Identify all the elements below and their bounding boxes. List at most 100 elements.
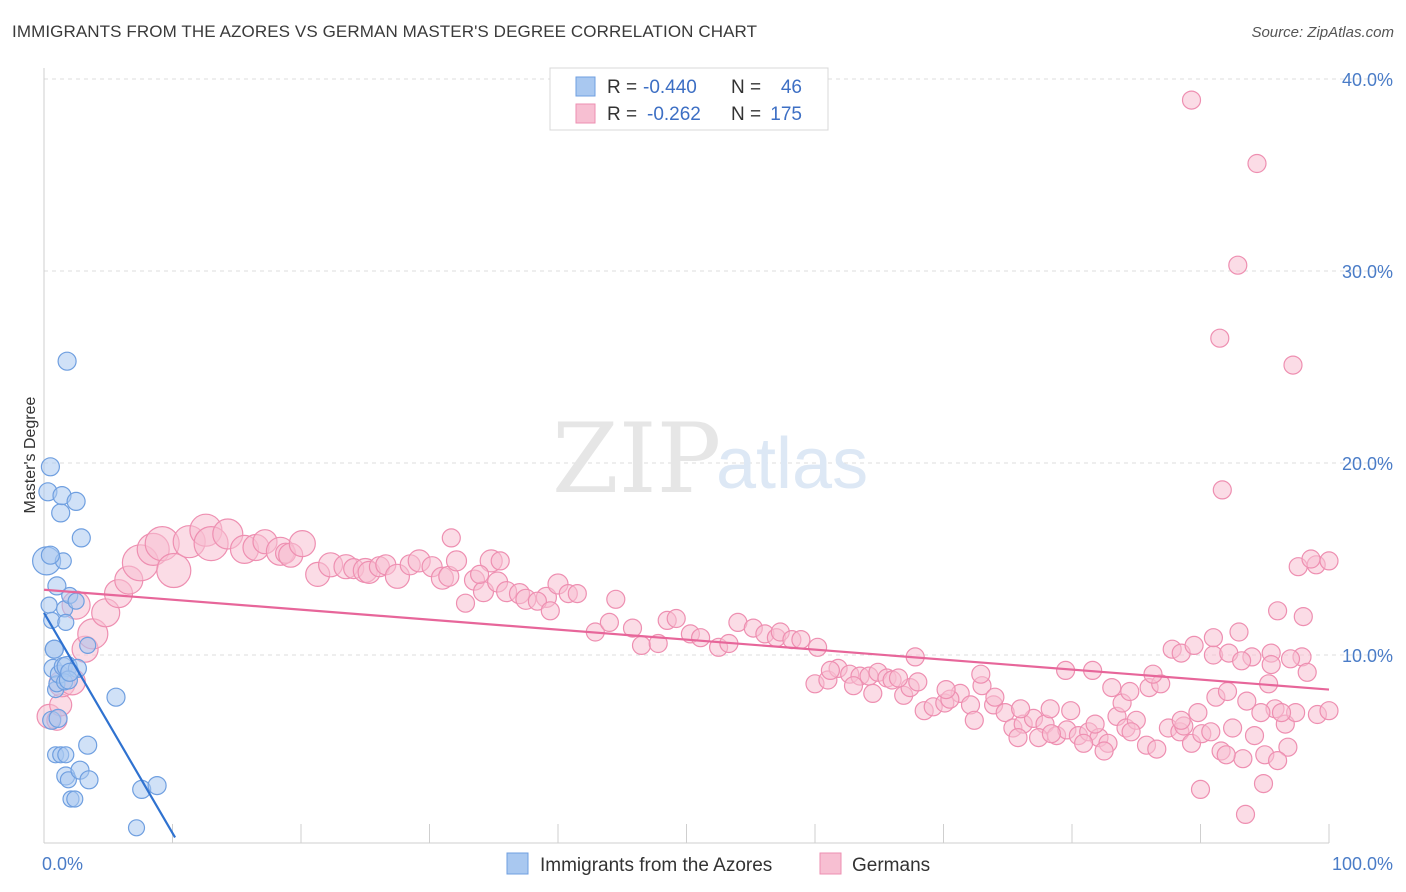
germans-point-133 — [1008, 727, 1028, 748]
azores-point-6 — [44, 639, 64, 659]
tick-layer: 10.0% 20.0% 30.0% 40.0% 0.0% 100.0% — [42, 70, 1393, 874]
azores-point-26 — [57, 351, 77, 371]
azores-point-38 — [78, 735, 98, 755]
germans-point-164 — [1143, 664, 1163, 684]
germans-point-186 — [1216, 745, 1236, 765]
germans-point-157 — [971, 664, 991, 684]
germans-point-125 — [820, 660, 841, 681]
legend-swatch-blue — [575, 76, 596, 97]
azores-point-2 — [40, 457, 61, 477]
germans-point-138 — [1085, 714, 1105, 734]
germans-point-52 — [455, 593, 476, 613]
azores-point-37 — [79, 770, 99, 790]
germans-point-135 — [1041, 724, 1062, 744]
azores-point-43 — [40, 545, 61, 565]
germans-point-167 — [1184, 635, 1204, 656]
germans-point-65 — [666, 608, 686, 629]
germans-point-153 — [1297, 662, 1317, 682]
y-axis-title: Master's Degree — [22, 396, 39, 513]
germans-point-194 — [1210, 328, 1230, 348]
azores-point-35 — [66, 790, 84, 808]
germans-point-137 — [1073, 733, 1094, 753]
germans-point-196 — [1212, 480, 1232, 500]
y-tick-label-3: 40.0% — [1342, 70, 1393, 90]
series-azores — [31, 351, 167, 837]
germans-point-181 — [1231, 651, 1252, 671]
germans-point-151 — [1278, 737, 1298, 757]
legend-n-value-pink: 175 — [770, 104, 802, 125]
x-tick-label-1: 100.0% — [1332, 854, 1393, 874]
germans-point-67 — [690, 628, 711, 648]
germans-point-127 — [863, 683, 883, 704]
germans-point-190 — [1267, 750, 1288, 771]
legend-r-value-pink: -0.262 — [647, 104, 701, 125]
azores-point-25 — [79, 636, 97, 655]
germans-point-189 — [1271, 702, 1292, 723]
germans-point-141 — [1121, 722, 1141, 742]
chart-source: Source: ZipAtlas.com — [1251, 24, 1394, 41]
azores-point-14 — [51, 503, 71, 523]
germans-point-62 — [631, 635, 652, 656]
y-tick-label-1: 20.0% — [1342, 454, 1393, 474]
germans-point-173 — [1267, 601, 1288, 621]
germans-point-60 — [606, 589, 626, 609]
germans-point-163 — [1120, 681, 1140, 702]
germans-point-156 — [936, 679, 956, 700]
germans-point-162 — [1102, 677, 1122, 698]
germans-point-192 — [1247, 153, 1267, 174]
legend-r-label-pink: R = — [607, 104, 637, 125]
germans-point-139 — [1094, 741, 1114, 761]
watermark-atlas: atlas — [716, 424, 868, 504]
legend-r-label-blue: R = — [607, 77, 637, 98]
germans-point-129 — [908, 672, 928, 692]
germans-point-147 — [1217, 681, 1238, 702]
germans-point-195 — [1283, 355, 1303, 375]
bottom-legend-swatch-germans — [819, 852, 842, 875]
azores-point-24 — [71, 528, 91, 548]
germans-point-120 — [1244, 725, 1265, 746]
germans-point-53 — [470, 564, 490, 585]
germans-point-40 — [445, 550, 468, 572]
germans-point-57 — [567, 583, 587, 604]
germans-point-128 — [888, 668, 909, 688]
watermark: ZIP atlas — [552, 403, 868, 515]
azores-point-23 — [66, 491, 86, 511]
germans-point-148 — [1237, 691, 1257, 711]
germans-point-132 — [985, 687, 1005, 707]
germans-point-158 — [1010, 699, 1031, 719]
germans-point-55 — [527, 591, 548, 611]
germans-point-180 — [1203, 628, 1224, 648]
bottom-legend: Immigrants from the Azores Germans — [506, 852, 930, 876]
germans-point-184 — [1171, 710, 1191, 730]
azores-point-21 — [67, 592, 85, 610]
germans-point-51 — [441, 528, 461, 548]
azores-point-42 — [127, 819, 146, 837]
germans-point-188 — [1253, 773, 1274, 794]
grid-layer — [44, 78, 1393, 656]
chart-title: IMMIGRANTS FROM THE AZORES VS GERMAN MAS… — [12, 22, 758, 41]
germans-point-193 — [1228, 255, 1248, 275]
germans-point-191 — [1181, 90, 1202, 110]
legend-n-label-blue: N = — [731, 77, 761, 98]
germans-point-159 — [1040, 699, 1060, 719]
azores-point-18 — [57, 613, 75, 632]
germans-point-111 — [1147, 739, 1167, 759]
germans-point-178 — [1319, 551, 1339, 571]
germans-point-145 — [1188, 702, 1208, 723]
germans-point-56 — [540, 601, 560, 621]
germans-point-175 — [1293, 606, 1313, 627]
trendline-azores — [43, 612, 177, 838]
germans-point-182 — [1261, 654, 1281, 675]
legend-r-value-blue: -0.440 — [643, 77, 697, 98]
azores-point-39 — [106, 687, 126, 707]
germans-point-183 — [1319, 701, 1339, 721]
germans-point-77 — [807, 637, 828, 657]
bottom-legend-swatch-azores — [506, 852, 529, 875]
germans-point-179 — [1301, 549, 1321, 569]
bottom-legend-label-germans: Germans — [852, 855, 930, 876]
germans-point-185 — [1190, 779, 1211, 800]
germans-point-136 — [1061, 701, 1081, 721]
germans-point-149 — [1251, 702, 1271, 723]
y-tick-label-2: 30.0% — [1342, 262, 1393, 282]
